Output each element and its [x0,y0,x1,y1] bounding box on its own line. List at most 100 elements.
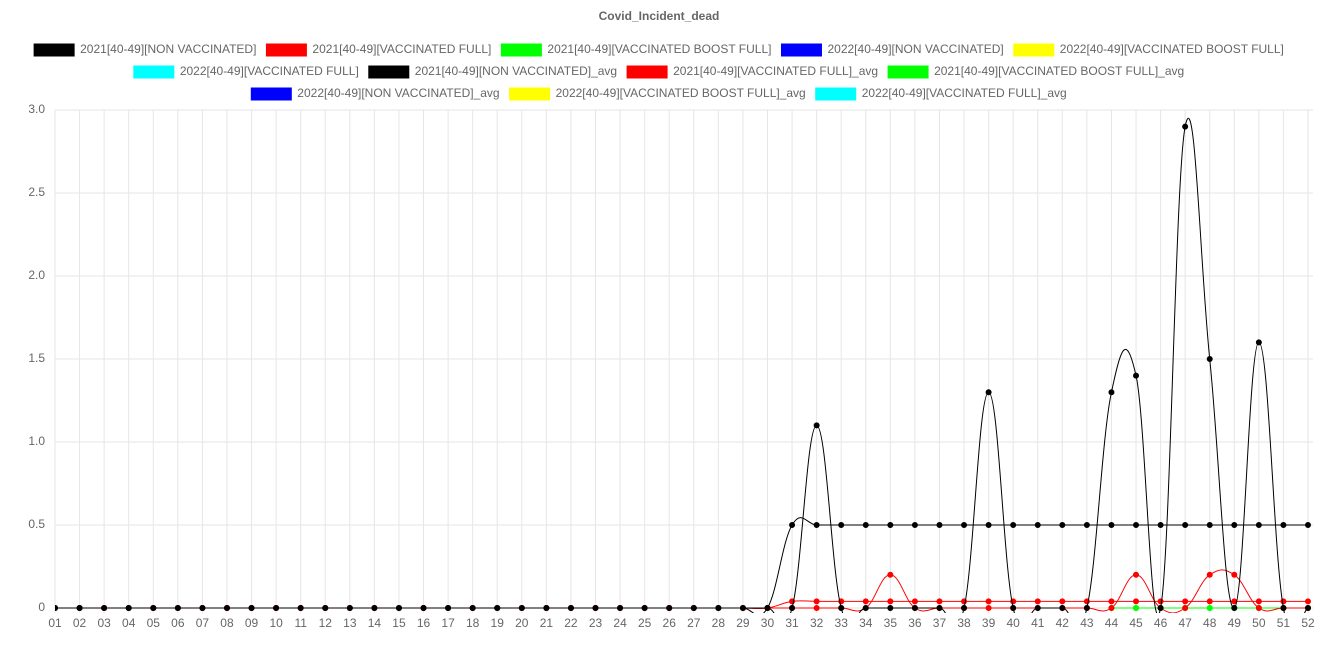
legend-swatch [250,87,292,101]
legend-item[interactable]: 2021[40-49][NON VACCINATED] [33,42,256,57]
data-point [592,605,599,611]
grid: 0 0.5 1.0 1.5 2.0 2.5 3.0 01 02 03 04 05 06 07 08 09 10 1… [28,102,1315,630]
data-point [961,522,968,528]
legend-swatch [509,87,551,101]
data-point [1280,605,1287,611]
y-tick-label: 0 [38,600,45,614]
legend-item[interactable]: 2021[40-49][VACCINATED FULL]_avg [626,64,878,79]
legend-label: 2021[40-49][VACCINATED BOOST FULL] [547,42,771,56]
x-tick-label: 30 [761,616,775,630]
data-point [1010,605,1017,611]
legend-item[interactable]: 2022[40-49][NON VACCINATED] [780,42,1004,57]
x-tick-label: 09 [245,616,259,630]
data-point [690,605,697,611]
data-point [936,522,943,528]
legend-label: 2021[40-49][VACCINATED FULL]_avg [673,64,878,78]
data-point [911,522,918,528]
data-point [1182,522,1189,528]
data-point [838,605,845,611]
data-point [1231,522,1238,528]
legend-item[interactable]: 2022[40-49][VACCINATED FULL]_avg [815,86,1067,101]
series-line [55,117,1309,613]
data-point [789,522,796,528]
data-point [1034,522,1041,528]
x-tick-label: 17 [441,616,455,630]
x-tick-label: 29 [736,616,750,630]
data-point [813,522,820,528]
x-tick-label: 18 [466,616,480,630]
y-tick-label: 2.5 [28,185,45,199]
data-point [813,605,820,611]
data-point [322,605,329,611]
data-point [985,598,992,605]
data-point [1280,522,1287,528]
data-point [469,605,476,611]
data-point [911,598,918,605]
data-point [1133,605,1140,611]
data-point [297,605,304,611]
data-point [1059,598,1066,605]
data-point [862,598,869,605]
data-point [346,605,353,611]
legend-swatch [780,43,822,57]
data-point [1059,605,1066,611]
legend-label: 2022[40-49][VACCINATED BOOST FULL] [1060,42,1284,56]
data-point [76,605,83,611]
x-tick-label: 05 [147,616,161,630]
series-line [55,569,1308,613]
data-point [174,605,181,611]
legend-item[interactable]: 2022[40-49][VACCINATED BOOST FULL] [1013,42,1284,57]
data-point [1133,598,1140,605]
x-tick-label: 51 [1277,616,1291,630]
data-point [1108,598,1115,605]
x-tick-label: 47 [1178,616,1192,630]
x-tick-label: 42 [1056,616,1070,630]
x-tick-label: 36 [908,616,922,630]
legend-swatch [626,65,668,79]
x-tick-label: 49 [1228,616,1242,630]
data-point [1255,522,1262,528]
data-point [617,605,624,611]
x-tick-label: 16 [417,616,431,630]
chart-title: Covid_Incident_dead [599,9,720,23]
x-tick-label: 03 [97,616,111,630]
data-point [1206,522,1213,528]
legend-item[interactable]: 2022[40-49][VACCINATED BOOST FULL]_avg [509,86,806,101]
data-point [55,605,58,611]
data-point [887,598,894,605]
data-point [936,605,943,611]
data-point [371,605,378,611]
data-point [1182,598,1189,605]
legend-swatch [133,65,175,79]
x-tick-label: 23 [589,616,603,630]
data-point [1305,605,1311,611]
y-tick-label: 1.0 [28,434,45,448]
data-point [223,605,230,611]
legend-swatch [500,43,542,57]
legend-swatch [887,65,929,79]
data-point [985,389,992,396]
legend-label: 2022[40-49][NON VACCINATED] [827,42,1003,56]
data-point [1108,605,1115,611]
legend-item[interactable]: 2021[40-49][VACCINATED BOOST FULL]_avg [887,64,1184,79]
legend-swatch [265,43,307,57]
data-point [1034,605,1041,611]
legend-swatch [815,87,857,101]
x-tick-label: 08 [220,616,234,630]
x-tick-label: 15 [392,616,406,630]
y-tick-label: 0.5 [28,517,45,531]
data-point [887,571,894,578]
legend-swatch [368,65,410,79]
legend-item[interactable]: 2021[40-49][VACCINATED FULL] [265,42,491,57]
data-point [395,605,402,611]
legend-item[interactable]: 2021[40-49][VACCINATED BOOST FULL] [500,42,771,57]
legend-item[interactable]: 2022[40-49][NON VACCINATED]_avg [250,86,500,101]
legend-item[interactable]: 2021[40-49][NON VACCINATED]_avg [368,64,617,79]
x-tick-label: 19 [491,616,505,630]
x-tick-label: 45 [1129,616,1143,630]
data-point [420,605,427,611]
legend-item[interactable]: 2022[40-49][VACCINATED FULL] [133,64,359,79]
legend-label: 2022[40-49][VACCINATED BOOST FULL]_avg [556,86,806,100]
legend-swatch [1013,43,1055,57]
